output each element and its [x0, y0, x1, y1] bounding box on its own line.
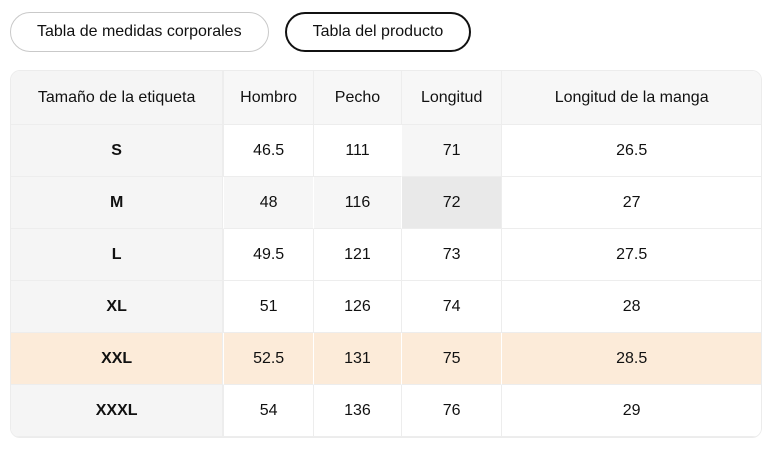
table-row-xxxl: XXXL 54 136 76 29	[11, 385, 761, 437]
value-cell[interactable]: 131	[313, 333, 401, 385]
value-cell[interactable]: 28.5	[501, 333, 761, 385]
table-row-xxl: XXL 52.5 131 75 28.5	[11, 333, 761, 385]
value-cell[interactable]: 28	[501, 281, 761, 333]
column-header-size-label: Tamaño de la etiqueta	[11, 71, 224, 125]
value-cell[interactable]: 71	[400, 125, 502, 177]
size-cell-xl[interactable]: XL	[11, 281, 224, 333]
value-cell[interactable]: 51	[223, 281, 313, 333]
size-cell-xxl[interactable]: XXL	[11, 333, 224, 385]
table-row-m: M 48 116 72 27	[11, 177, 761, 229]
value-cell[interactable]: 126	[313, 281, 401, 333]
size-cell-l[interactable]: L	[11, 229, 224, 281]
size-table: Tamaño de la etiqueta Hombro Pecho Longitu…	[10, 70, 762, 438]
column-header-longitud: Longitud	[400, 71, 502, 125]
value-cell[interactable]: 27.5	[501, 229, 761, 281]
table-row-l: L 49.5 121 73 27.5	[11, 229, 761, 281]
column-header-hombro: Hombro	[223, 71, 313, 125]
size-table-scroll-area[interactable]: Tamaño de la etiqueta Hombro Pecho Longitu…	[11, 71, 761, 437]
value-cell[interactable]: 136	[313, 385, 401, 437]
product-size-table: Tamaño de la etiqueta Hombro Pecho Longitu…	[11, 71, 761, 437]
value-cell[interactable]: 111	[313, 125, 401, 177]
header-row: Tamaño de la etiqueta Hombro Pecho Longitu…	[11, 71, 761, 125]
column-header-longitud-de-la-manga: Longitud de la manga	[501, 71, 761, 125]
value-cell[interactable]: 73	[400, 229, 502, 281]
value-cell[interactable]: 49.5	[223, 229, 313, 281]
value-cell[interactable]: 48	[223, 177, 313, 229]
value-cell[interactable]: 76	[400, 385, 502, 437]
tab-product-table[interactable]: Tabla del producto	[284, 12, 472, 52]
size-cell-xxxl[interactable]: XXXL	[11, 385, 224, 437]
size-chart-page: Tabla de medidas corporales Tabla del pr…	[10, 12, 776, 438]
value-cell[interactable]: 121	[313, 229, 401, 281]
value-cell[interactable]: 54	[223, 385, 313, 437]
value-cell[interactable]: 72	[400, 177, 502, 229]
size-cell-s[interactable]: S	[11, 125, 224, 177]
value-cell[interactable]: 52.5	[223, 333, 313, 385]
table-row-s: S 46.5 111 71 26.5	[11, 125, 761, 177]
value-cell[interactable]: 46.5	[223, 125, 313, 177]
table-row-xl: XL 51 126 74 28	[11, 281, 761, 333]
column-header-pecho: Pecho	[313, 71, 401, 125]
size-cell-m[interactable]: M	[11, 177, 224, 229]
size-chart-tabs: Tabla de medidas corporales Tabla del pr…	[10, 12, 776, 52]
value-cell[interactable]: 116	[313, 177, 401, 229]
value-cell[interactable]: 26.5	[501, 125, 761, 177]
value-cell[interactable]: 27	[501, 177, 761, 229]
tab-body-measurements[interactable]: Tabla de medidas corporales	[10, 12, 269, 52]
value-cell[interactable]: 75	[400, 333, 502, 385]
value-cell[interactable]: 74	[400, 281, 502, 333]
value-cell[interactable]: 29	[501, 385, 761, 437]
